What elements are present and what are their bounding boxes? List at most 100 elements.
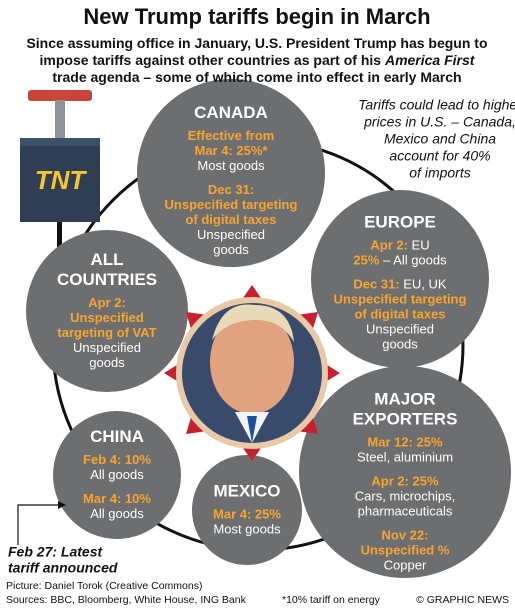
- tariff-line: Most goods: [197, 158, 265, 173]
- tariff-line: Most goods: [213, 522, 281, 537]
- tariff-segment: All goods: [90, 467, 144, 482]
- subtitle-segment: America First: [384, 52, 476, 68]
- circle-name: COUNTRIES: [57, 270, 157, 289]
- tariff-segment: Copper: [384, 558, 427, 573]
- tariff-line: Unspecified: [197, 227, 265, 242]
- tariff-segment: Feb 4: 10%: [83, 452, 151, 467]
- tariff-line: Dec 31:: [208, 182, 254, 197]
- tnt-plunger: TNT: [20, 90, 100, 247]
- tariff-segment: All goods: [90, 506, 144, 521]
- circle-name: EXPORTERS: [353, 409, 458, 428]
- tariff-line: Apr 2: EU: [370, 238, 429, 253]
- tariff-segment: Most goods: [197, 158, 265, 173]
- footer-sources: Sources: BBC, Bloomberg, White House, IN…: [6, 594, 247, 606]
- subtitle-segment: Since assuming office in January, U.S. P…: [26, 35, 487, 51]
- tnt-label: TNT: [35, 165, 88, 195]
- tariff-segment: goods: [382, 337, 418, 352]
- subtitle-line: Since assuming office in January, U.S. P…: [26, 35, 487, 51]
- tariff-line: targeting of VAT: [57, 325, 156, 340]
- callout-line: Feb 27: Latest: [8, 544, 103, 560]
- tariff-segment: of digital taxes: [185, 212, 276, 227]
- tariff-segment: Apr 2: 25%: [371, 474, 439, 489]
- tariff-line: Unspecified targeting: [165, 197, 298, 212]
- footer-picture: Picture: Daniel Torok (Creative Commons): [6, 580, 202, 592]
- tariff-line: Unspecified: [366, 322, 434, 337]
- subtitle-line: impose tariffs against other countries a…: [40, 52, 476, 68]
- tariff-line: Mar 4: 10%: [83, 491, 151, 506]
- callout-line: tariff announced: [8, 560, 118, 576]
- tariff-segment: Steel, aluminium: [357, 450, 453, 465]
- tariff-segment: Dec 31:: [208, 182, 254, 197]
- tariff-segment: 25%: [353, 253, 379, 268]
- tariff-segment: Dec 31:: [353, 277, 399, 292]
- country-circle: [53, 411, 181, 539]
- tariff-line: 25% – All goods: [353, 253, 447, 268]
- subtitle-segment: trade agenda – some of which come into e…: [52, 69, 461, 85]
- tariff-line: Unspecified %: [361, 543, 450, 558]
- tariff-line: Steel, aluminium: [357, 450, 453, 465]
- note-line: prices in U.S. – Canada,: [363, 114, 515, 130]
- subtitle-line: trade agenda – some of which come into e…: [52, 69, 461, 85]
- tariff-segment: Unspecified: [73, 340, 141, 355]
- tariff-line: pharmaceuticals: [358, 504, 453, 519]
- tariff-segment: Apr 2:: [88, 295, 126, 310]
- tariff-line: All goods: [90, 467, 144, 482]
- circle-name: MAJOR: [374, 389, 435, 408]
- tariff-line: goods: [382, 337, 418, 352]
- country-circle: [192, 455, 302, 565]
- tariff-segment: Most goods: [213, 522, 281, 537]
- tariff-segment: Effective from: [188, 128, 275, 143]
- tariff-line: Unspecified: [70, 310, 144, 325]
- tariff-segment: Unspecified: [366, 322, 434, 337]
- tariff-line: goods: [213, 242, 249, 257]
- circle-name: EUROPE: [364, 212, 436, 231]
- country-circle: [311, 190, 489, 368]
- tariff-line: Apr 2:: [88, 295, 126, 310]
- subtitle-segment: impose tariffs against other countries a…: [40, 52, 385, 68]
- circle-name: CANADA: [194, 103, 268, 122]
- tariff-line: of digital taxes: [185, 212, 276, 227]
- tariff-line: Copper: [384, 558, 427, 573]
- tariff-line: Mar 4: 25%: [213, 507, 281, 522]
- tariff-segment: Unspecified targeting: [165, 197, 298, 212]
- tariff-segment: Unspecified: [70, 310, 144, 325]
- tariff-segment: of digital taxes: [354, 307, 445, 322]
- tariff-segment: Mar 12: 25%: [367, 435, 443, 450]
- tariff-line: Effective from: [188, 128, 275, 143]
- title: New Trump tariffs begin in March: [83, 4, 430, 29]
- note-line: of imports: [409, 165, 470, 181]
- country-circle: [299, 366, 511, 578]
- tariff-segment: goods: [89, 355, 125, 370]
- footer-footnote: *10% tariff on energy: [282, 594, 381, 606]
- portrait: [164, 285, 340, 461]
- tariff-line: Mar 12: 25%: [367, 435, 443, 450]
- tariff-line: Cars, microchips,: [355, 489, 455, 504]
- note-line: Mexico and China: [384, 131, 496, 147]
- tariff-segment: Mar 4: 10%: [83, 491, 151, 506]
- footer-credit: © GRAPHIC NEWS: [416, 594, 509, 606]
- tariff-line: Mar 4: 25%*: [195, 143, 269, 158]
- note-line: Tariffs could lead to higher: [358, 97, 515, 113]
- country-circle: [137, 79, 325, 267]
- callout-arrow: [17, 501, 66, 545]
- note-line: account for 40%: [389, 148, 490, 164]
- tariff-line: of digital taxes: [354, 307, 445, 322]
- tariff-segment: targeting of VAT: [57, 325, 156, 340]
- circle-name: MEXICO: [213, 481, 280, 500]
- tariff-line: Unspecified: [73, 340, 141, 355]
- tariff-segment: EU, UK: [400, 277, 447, 292]
- tariff-segment: Unspecified %: [361, 543, 450, 558]
- tariff-segment: – All goods: [379, 253, 447, 268]
- tariff-segment: Unspecified: [197, 227, 265, 242]
- tariff-segment: Mar 4: 25%: [213, 507, 281, 522]
- tariff-line: Dec 31: EU, UK: [353, 277, 447, 292]
- tariff-line: Feb 4: 10%: [83, 452, 151, 467]
- tariff-line: goods: [89, 355, 125, 370]
- tariff-segment: Apr 2:: [370, 238, 408, 253]
- tariff-line: Nov 22:: [382, 528, 429, 543]
- tariff-line: Apr 2: 25%: [371, 474, 439, 489]
- tariff-segment: Nov 22:: [382, 528, 429, 543]
- country-circle: [26, 230, 188, 392]
